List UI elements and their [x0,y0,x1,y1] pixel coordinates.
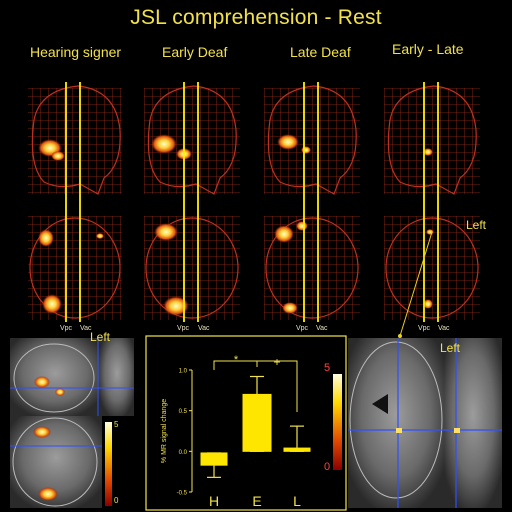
mri-left-panels [10,338,134,508]
y-tick-label: 0.5 [179,409,188,415]
vpc-label: Vpc [296,325,309,332]
vac-label: Vac [316,325,328,332]
left-label-mri-left: Left [90,330,111,344]
glass-brain-early-sagittal [144,85,240,195]
box-E [242,393,272,452]
left-label-mri-right: Left [440,341,461,355]
colorbar-right-max: 5 [324,362,331,374]
glass-brain-early-axial [144,216,240,320]
mri-right-panels [348,231,502,508]
column-label-early-minus-late: Early - Late [392,41,464,57]
boxplot-chart: 1.0 0.5 0.0 -0.5 % MR signal change H E L * + [161,354,311,509]
glass-brain-difference-sagittal [384,85,480,195]
column-label-hearing-signer: Hearing signer [30,44,122,60]
vpc-label: Vpc [177,325,190,332]
left-label-glass-brain: Left [466,218,487,232]
significance-bracket-el [257,360,298,412]
glass-brain-late-sagittal [264,85,360,195]
colorbar-left-min: 0 [114,496,119,505]
vac-label: Vac [198,325,210,332]
colorbar-right [333,374,342,470]
significance-plus: + [273,355,280,369]
glass-brain-hearing-sagittal [28,85,122,195]
significance-star: * [234,354,239,366]
colorbar-left [105,422,112,506]
colorbar-right-min: 0 [324,461,331,473]
vpc-label: Vpc [418,325,431,332]
y-tick-label: 1.0 [179,369,188,375]
glass-brain-late-axial [264,216,360,320]
column-label-late-deaf: Late Deaf [290,44,351,60]
category-label: H [209,493,219,509]
box-L [283,447,311,452]
box-H [200,452,228,466]
chart-frame [145,335,347,511]
y-tick-label: 0.0 [179,450,188,456]
vpc-vac-lines [65,82,439,322]
vac-label: Vac [438,325,450,332]
category-label: L [293,493,301,509]
colorbar-left-max: 5 [114,420,119,429]
vac-label: Vac [80,325,92,332]
y-tick-label: -0.5 [177,491,188,497]
y-axis-label: % MR signal change [161,399,168,463]
vpc-label: Vpc [60,325,73,332]
category-label: E [252,493,261,509]
glass-brain-hearing-axial [28,216,122,320]
column-label-early-deaf: Early Deaf [162,44,228,60]
figure-title: JSL comprehension - Rest [130,6,382,29]
significance-bracket-he [213,360,258,370]
